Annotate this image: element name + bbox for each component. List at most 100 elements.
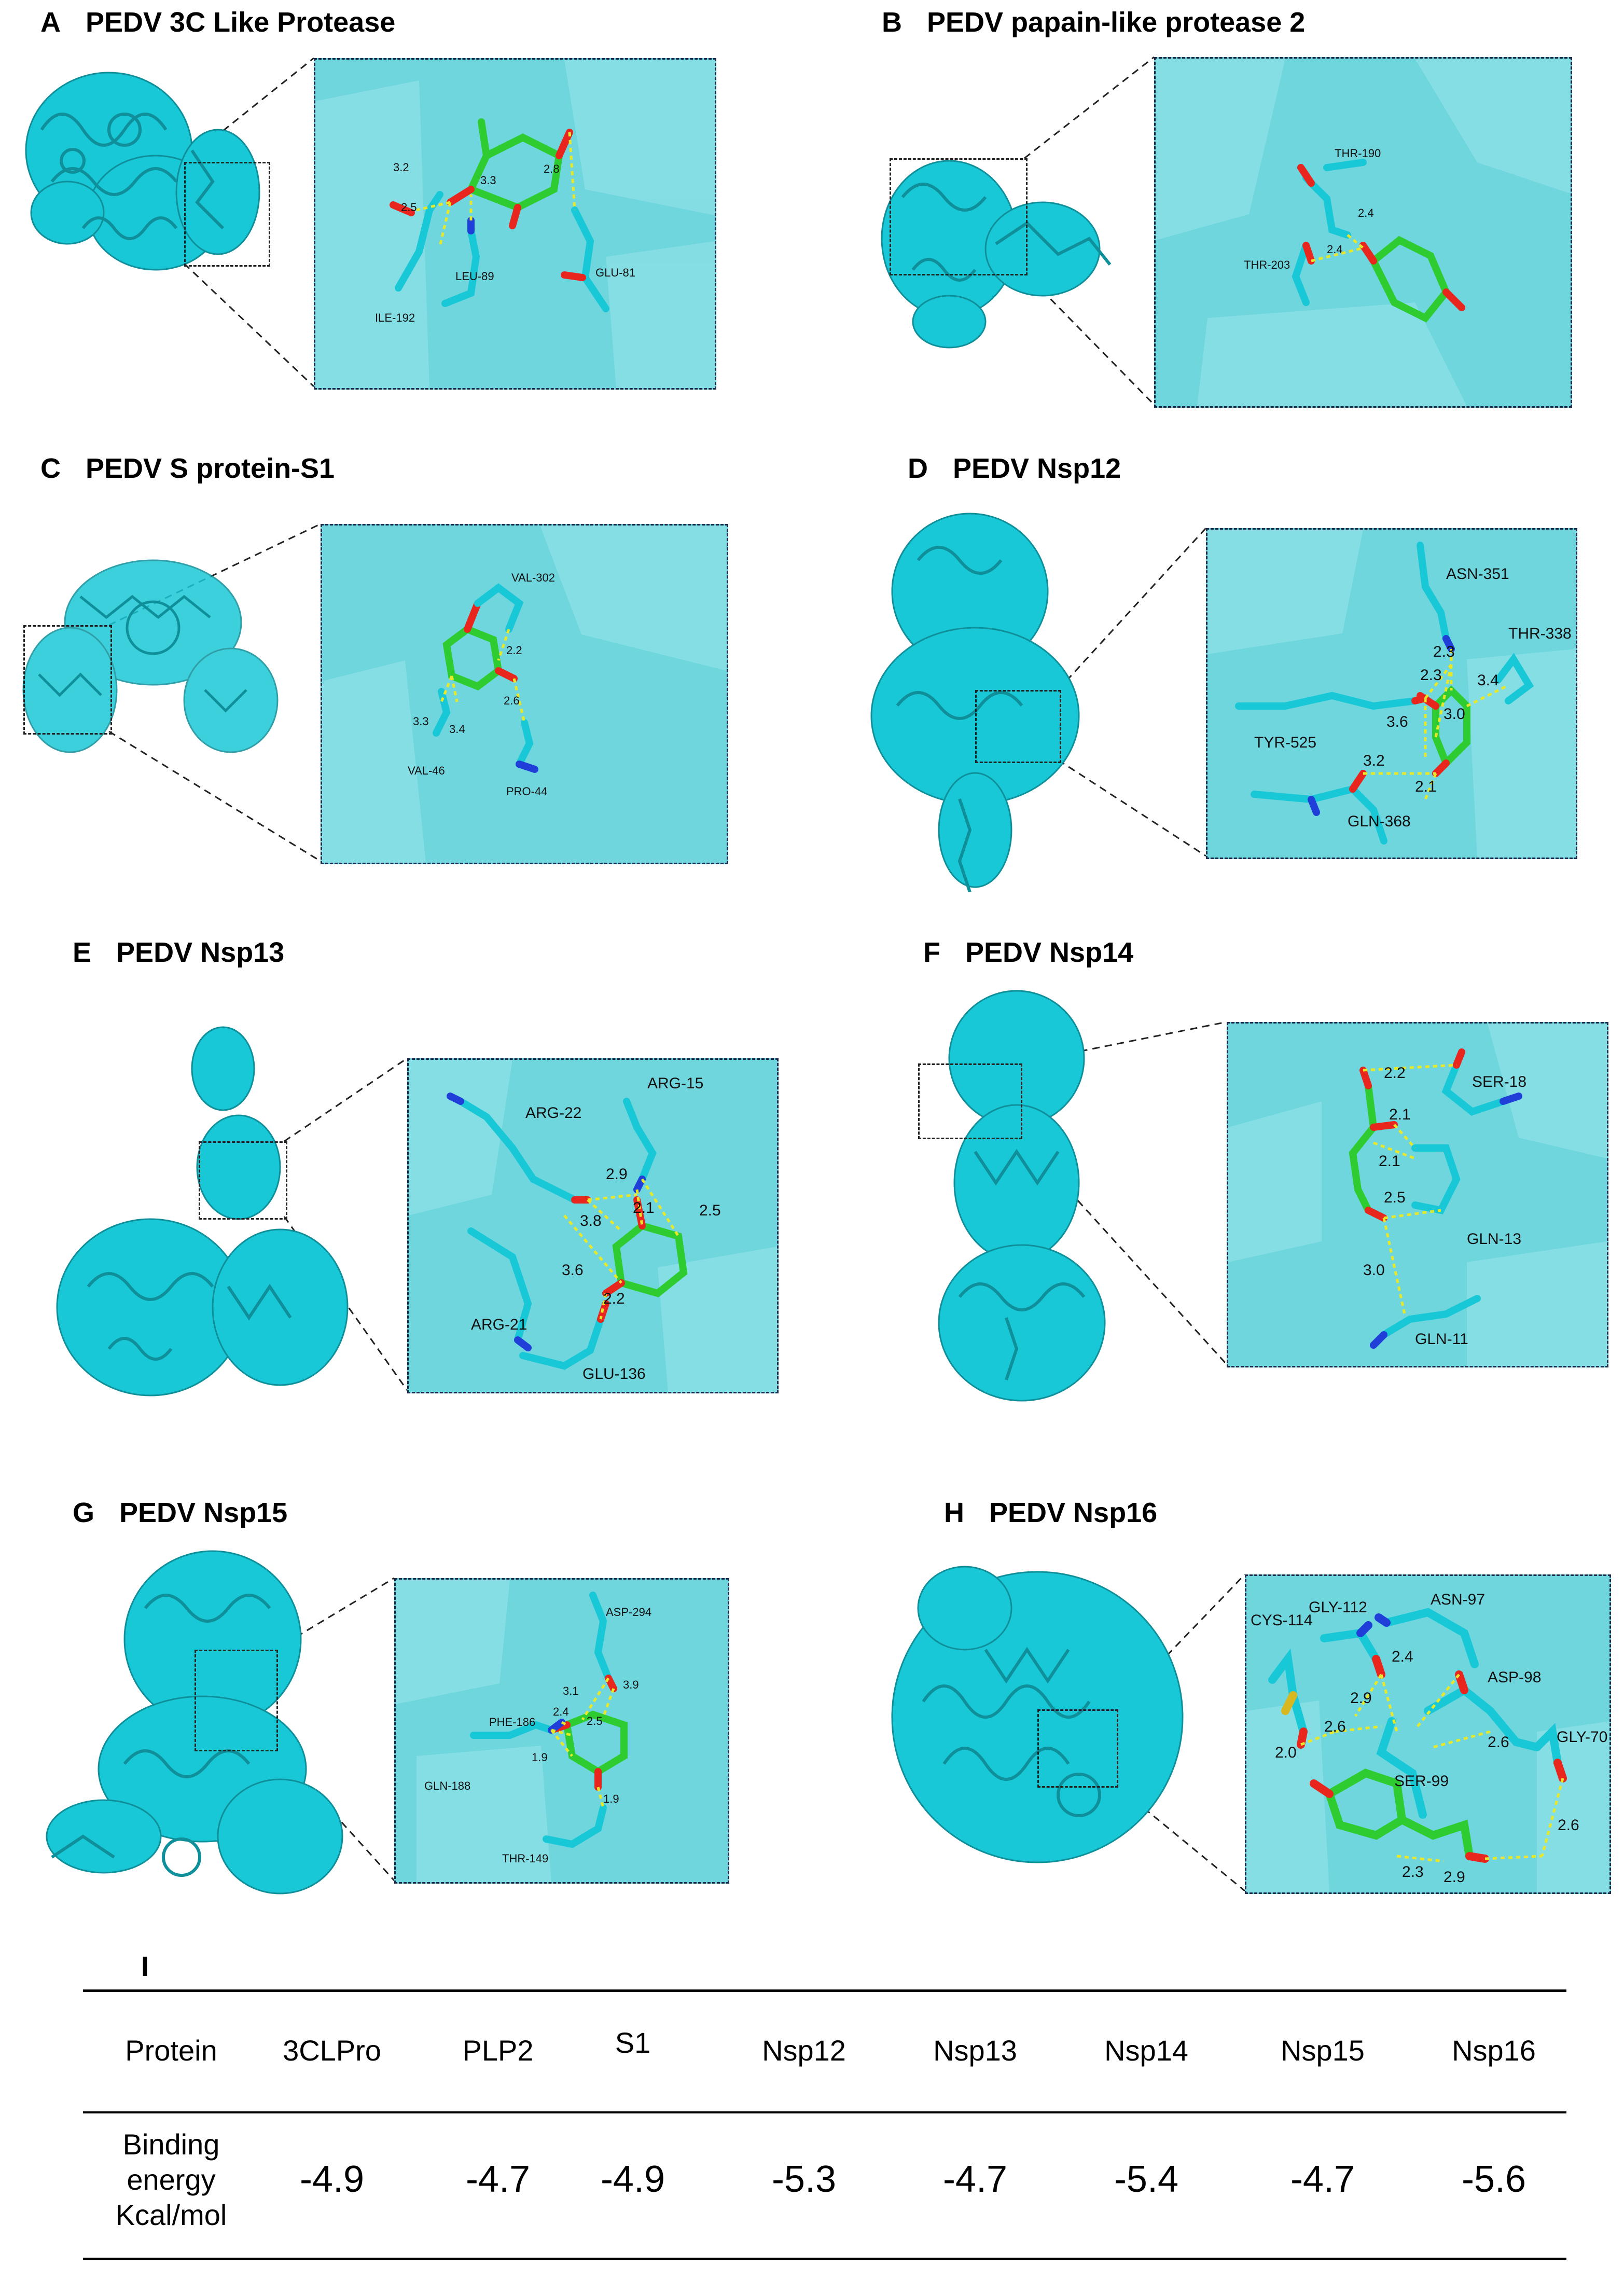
panel-letter: D bbox=[908, 453, 928, 484]
table-row-label: Binding energy Kcal/mol bbox=[109, 2127, 233, 2233]
distance-label: 2.4 bbox=[1358, 206, 1374, 219]
row-label-line: Kcal/mol bbox=[115, 2199, 227, 2231]
binding-energy-value: -5.3 bbox=[771, 2159, 837, 2200]
selection-box bbox=[199, 1141, 287, 1220]
residue-label: ASP-294 bbox=[606, 1606, 651, 1619]
distance-label: 2.6 bbox=[1558, 1817, 1579, 1834]
residue-label: GLY-112 bbox=[1309, 1599, 1367, 1616]
distance-label: 2.9 bbox=[606, 1166, 628, 1183]
table-header-cell: 3CLPro bbox=[283, 2034, 381, 2067]
distance-label: 2.6 bbox=[504, 694, 520, 707]
binding-energy-value: -4.9 bbox=[299, 2159, 365, 2200]
binding-site-zoom: ARG-15 ARG-22 ARG-21 GLU-136 2.9 2.1 2.5… bbox=[407, 1058, 779, 1393]
binding-energy-value: -5.4 bbox=[1114, 2159, 1179, 2200]
protein-overview bbox=[31, 1546, 394, 1919]
protein-overview bbox=[18, 545, 288, 763]
table-header-cell: PLP2 bbox=[462, 2034, 534, 2067]
panel-name: PEDV S protein-S1 bbox=[86, 453, 335, 484]
protein-overview bbox=[47, 1017, 368, 1421]
residue-label: VAL-302 bbox=[511, 571, 555, 584]
panel-letter: G bbox=[73, 1497, 95, 1528]
selection-box bbox=[975, 690, 1061, 763]
residue-label: THR-203 bbox=[1244, 258, 1290, 271]
selection-box bbox=[184, 162, 270, 267]
binding-energy-value: -4.9 bbox=[600, 2159, 665, 2200]
panel-name: PEDV Nsp12 bbox=[953, 453, 1121, 484]
distance-label: 3.3 bbox=[480, 174, 496, 187]
panel-letter: B bbox=[882, 7, 902, 38]
protein-overview bbox=[903, 986, 1141, 1432]
distance-label: 3.2 bbox=[393, 161, 409, 174]
residue-label: ILE-192 bbox=[375, 311, 415, 324]
binding-site-zoom: 2.4 2.4 THR-190 THR-203 bbox=[1154, 57, 1572, 408]
binding-energy-value: -5.6 bbox=[1461, 2159, 1526, 2200]
binding-site-zoom: 2.2 2.1 2.1 2.5 3.0 SER-18 GLN-13 GLN-11 bbox=[1227, 1022, 1608, 1367]
distance-label: 2.2 bbox=[1384, 1065, 1406, 1082]
residue-label: GLN-188 bbox=[424, 1779, 470, 1792]
table-header-cell: S1 bbox=[615, 2026, 651, 2059]
panel-name: PEDV Nsp15 bbox=[119, 1497, 288, 1528]
row-label-line: Binding bbox=[122, 2128, 220, 2161]
panel-letter: H bbox=[944, 1497, 964, 1528]
table-header-cell: Nsp12 bbox=[762, 2034, 846, 2067]
panel-name: PEDV Nsp13 bbox=[116, 937, 285, 968]
distance-label: 3.6 bbox=[1386, 713, 1408, 730]
residue-label: GLY-70 bbox=[1557, 1729, 1607, 1746]
residue-label: THR-149 bbox=[502, 1852, 548, 1865]
distance-label: 2.9 bbox=[1443, 1869, 1465, 1886]
residue-label: SER-18 bbox=[1472, 1073, 1526, 1090]
distance-label: 3.2 bbox=[1363, 752, 1385, 769]
distance-label: 2.8 bbox=[544, 162, 560, 175]
panel-i-letter: I bbox=[141, 1951, 149, 1982]
table-header-cell: Nsp14 bbox=[1104, 2034, 1188, 2067]
distance-label: 2.1 bbox=[633, 1199, 655, 1216]
residue-label: GLU-136 bbox=[582, 1365, 646, 1383]
residue-label: THR-338 bbox=[1508, 625, 1572, 642]
residue-label: GLN-11 bbox=[1415, 1331, 1468, 1348]
panel-d-title: D PEDV Nsp12 bbox=[908, 452, 1121, 485]
panel-name: PEDV papain-like protease 2 bbox=[927, 7, 1306, 38]
residue-label: PHE-186 bbox=[489, 1716, 535, 1729]
residue-label: GLN-13 bbox=[1467, 1231, 1521, 1248]
binding-energy-value: -4.7 bbox=[942, 2159, 1008, 2200]
panel-c-title: C PEDV S protein-S1 bbox=[40, 452, 335, 485]
residue-label: GLN-368 bbox=[1348, 813, 1411, 830]
distance-label: 2.5 bbox=[1384, 1189, 1406, 1206]
distance-label: 1.9 bbox=[532, 1751, 548, 1764]
distance-label: 2.4 bbox=[553, 1705, 569, 1718]
panel-letter: C bbox=[40, 453, 61, 484]
panel-letter: F bbox=[923, 937, 940, 968]
panel-b-title: B PEDV papain-like protease 2 bbox=[882, 6, 1305, 38]
binding-site-zoom: ASP-294 PHE-186 GLN-188 THR-149 3.1 3.9 … bbox=[394, 1578, 729, 1884]
residue-label: PRO-44 bbox=[506, 785, 547, 798]
panel-h-title: H PEDV Nsp16 bbox=[944, 1497, 1157, 1529]
panel-name: PEDV Nsp14 bbox=[965, 937, 1134, 968]
table-mid-rule bbox=[83, 2111, 1566, 2113]
selection-box bbox=[918, 1063, 1022, 1139]
distance-label: 2.5 bbox=[587, 1715, 603, 1727]
selection-box bbox=[890, 158, 1028, 275]
distance-label: 2.6 bbox=[1324, 1718, 1346, 1735]
residue-label: LEU-89 bbox=[455, 270, 494, 283]
panel-a-title: A PEDV 3C Like Protease bbox=[40, 6, 395, 38]
row-label-line: energy bbox=[127, 2163, 216, 2196]
residue-label: SER-99 bbox=[1394, 1773, 1449, 1790]
table-bottom-rule bbox=[83, 2258, 1566, 2260]
distance-label: 1.9 bbox=[603, 1792, 619, 1805]
protein-overview bbox=[856, 508, 1105, 892]
table-top-rule bbox=[83, 1989, 1566, 1992]
distance-label: 3.3 bbox=[413, 715, 429, 728]
binding-energy-value: -4.7 bbox=[1290, 2159, 1355, 2200]
distance-label: 3.6 bbox=[562, 1262, 584, 1279]
distance-label: 3.4 bbox=[1477, 672, 1499, 689]
binding-site-zoom: CYS-114 GLY-112 ASN-97 ASP-98 GLY-70 SER… bbox=[1245, 1574, 1611, 1894]
residue-label: ASP-98 bbox=[1488, 1669, 1541, 1686]
selection-box bbox=[1037, 1709, 1118, 1788]
binding-site-zoom: ASN-351 THR-338 TYR-525 GLN-368 2.3 2.3 … bbox=[1206, 528, 1577, 859]
binding-site-zoom: 2.2 2.6 3.3 3.4 VAL-302 VAL-46 PRO-44 bbox=[321, 524, 728, 864]
panel-e-title: E PEDV Nsp13 bbox=[73, 936, 284, 969]
residue-label: ARG-22 bbox=[525, 1104, 581, 1122]
panel-letter: E bbox=[73, 937, 92, 968]
distance-label: 2.2 bbox=[603, 1290, 625, 1307]
binding-energy-value: -4.7 bbox=[465, 2159, 531, 2200]
